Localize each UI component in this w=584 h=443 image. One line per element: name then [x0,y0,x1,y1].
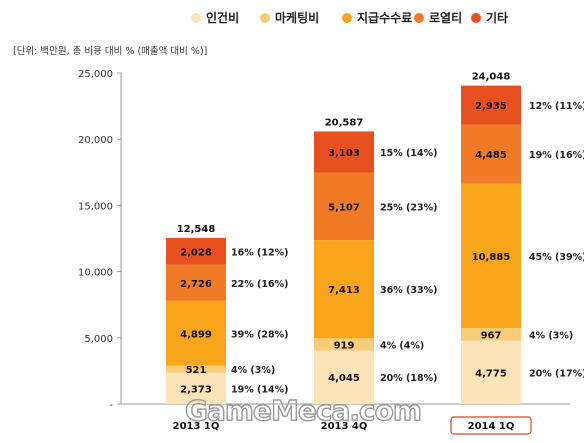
watermark-logo: GameMeca.com [185,394,421,427]
y-tick-label: 15,000 [78,201,113,212]
bar-value-label: 2,373 [180,384,212,395]
bar-value-label: 4,485 [475,150,507,161]
bar-percent-label: 15% (14%) [380,148,437,159]
bar-segment [461,327,521,341]
bar-percent-label: 39% (28%) [231,329,288,340]
legend-label-1: 인건비 [206,10,239,25]
bar-segment [461,85,521,125]
bar-segment [461,183,521,328]
y-tick-label: 5,000 [84,334,113,345]
bar-percent-label: 22% (16%) [231,279,288,290]
bar-value-label: 521 [186,365,207,376]
bar-segment [314,172,374,241]
y-tick-label: 25,000 [78,69,113,80]
bar-segment [166,365,226,373]
unit-note: [단위: 백만원, 총 비용 대비 % (매출액 대비 %)] [13,46,208,57]
category-label: 2014 1Q [468,421,515,432]
bar-value-label: 2,935 [475,101,507,112]
bar-percent-label: 4% (3%) [529,330,573,341]
bar-percent-label: 20% (17%) [529,368,584,379]
category-label: 2013 4Q [321,421,368,432]
bar-percent-label: 12% (11%) [529,101,584,112]
legend-label-5: 기타 [486,10,508,25]
bar-value-label: 967 [481,330,502,341]
legend-swatch-5 [471,13,481,23]
bar-value-label: 4,775 [475,368,507,379]
bar-percent-label: 16% (12%) [231,247,288,258]
bar-segment [314,131,374,173]
bar-value-label: 3,103 [328,148,360,159]
bar-segment [314,350,374,404]
bar-percent-label: 4% (3%) [231,365,275,376]
bar-value-label: 919 [334,340,355,351]
bar-percent-label: 19% (14%) [231,384,288,395]
y-tick-label: - [109,400,113,411]
bar-percent-label: 25% (23%) [380,202,437,213]
y-tick-label: 10,000 [78,268,113,279]
bar-segment [166,300,226,366]
bar-value-label: 4,899 [180,329,212,340]
bar-total-label: 24,048 [472,72,511,83]
bar-value-label: 7,413 [328,285,360,296]
bar-value-label: 4,045 [328,373,360,384]
bar-segment [166,264,226,301]
category-label: 2013 1Q [173,421,220,432]
bar-percent-label: 19% (16%) [529,150,584,161]
legend-swatch-4 [414,13,424,23]
bar-value-label: 5,107 [328,202,360,213]
bar-segment [461,340,521,404]
y-tick-label: 20,000 [78,135,113,146]
bar-value-label: 10,885 [472,252,511,263]
bar-total-label: 20,587 [325,117,364,128]
bar-total-label: 12,548 [177,224,216,235]
legend-label-3: 지급수수료 [357,10,412,25]
bar-segment [314,240,374,339]
bar-percent-label: 36% (33%) [380,285,437,296]
category-highlight-box [450,416,532,435]
bar-segment [314,338,374,351]
bar-percent-label: 4% (4%) [380,340,424,351]
bar-segment [461,124,521,184]
bar-value-label: 2,726 [180,279,212,290]
legend-swatch-2 [260,13,270,23]
bar-percent-label: 45% (39%) [529,252,584,263]
legend-swatch-3 [342,13,352,23]
legend-label-2: 마케팅비 [275,10,319,25]
bar-percent-label: 20% (18%) [380,373,437,384]
legend-swatch-1 [191,13,201,23]
bar-segment [166,372,226,404]
bar-value-label: 2,028 [180,247,212,258]
legend-label-4: 로열티 [429,10,462,25]
bar-segment [166,237,226,265]
